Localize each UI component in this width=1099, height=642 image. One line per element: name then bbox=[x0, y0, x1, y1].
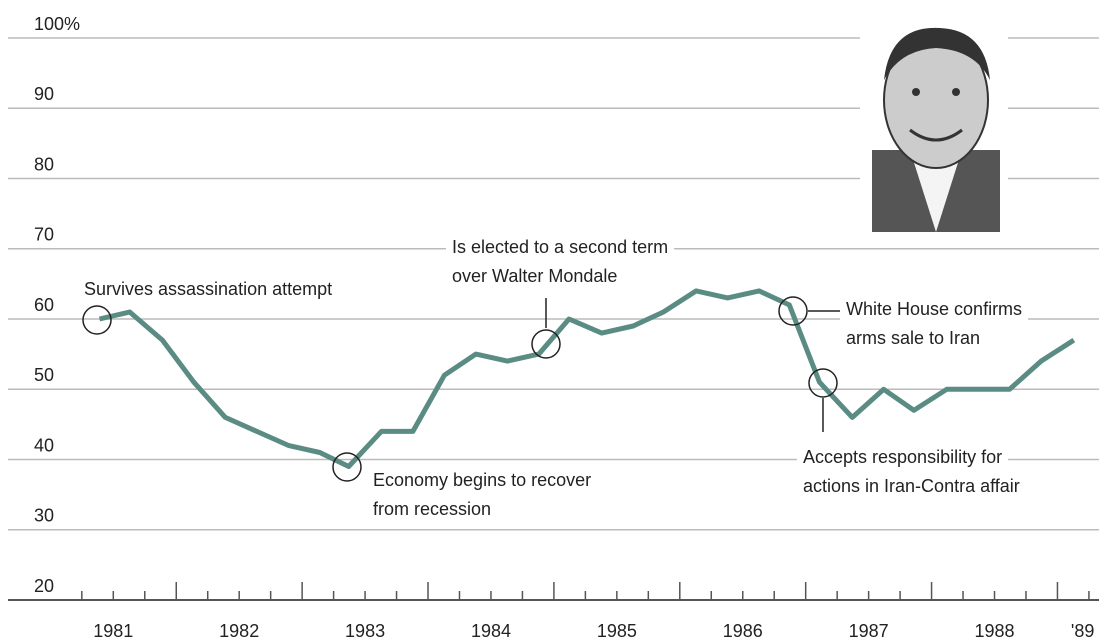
annotation-text: Survives assassination attempt bbox=[84, 279, 332, 299]
x-tick-label: '89 bbox=[1071, 621, 1094, 641]
annotation-bg bbox=[367, 498, 498, 522]
data-line bbox=[98, 288, 1076, 469]
x-tick-label: 1981 bbox=[93, 621, 133, 641]
y-tick-label: 20 bbox=[34, 576, 54, 596]
y-tick-label: 70 bbox=[34, 225, 54, 245]
y-tick-label: 100% bbox=[34, 14, 80, 34]
annotation-bg bbox=[446, 236, 675, 260]
annotation-text: Is elected to a second term bbox=[452, 237, 668, 257]
annotation-bg bbox=[367, 469, 598, 493]
portrait-eye bbox=[912, 88, 920, 96]
annotation-text: Accepts responsibility for bbox=[803, 447, 1002, 467]
x-tick-label: 1982 bbox=[219, 621, 259, 641]
portrait bbox=[860, 8, 1008, 234]
x-tick-label: 1986 bbox=[723, 621, 763, 641]
annotation-bg bbox=[446, 265, 624, 289]
portrait-eye bbox=[952, 88, 960, 96]
y-tick-label: 90 bbox=[34, 84, 54, 104]
annotation-text: Economy begins to recover bbox=[373, 470, 591, 490]
annotation-bg bbox=[78, 278, 339, 302]
x-tick-label: 1987 bbox=[849, 621, 889, 641]
plot: Survives assassination attempt Economy be… bbox=[78, 236, 1076, 522]
annotation-bg bbox=[840, 298, 1029, 322]
x-tick-label: 1984 bbox=[471, 621, 511, 641]
annotation-circle bbox=[808, 368, 838, 398]
y-tick-label: 80 bbox=[34, 154, 54, 174]
y-tick-label: 30 bbox=[34, 506, 54, 526]
annotation-bg bbox=[797, 475, 1026, 499]
annotation-circle bbox=[332, 452, 362, 482]
annotation-text: over Walter Mondale bbox=[452, 266, 617, 286]
annotation-bg bbox=[797, 446, 1009, 470]
x-tick-label: 1988 bbox=[974, 621, 1014, 641]
annotation-circle bbox=[531, 329, 561, 359]
y-tick-label: 60 bbox=[34, 295, 54, 315]
portrait-shirt bbox=[910, 150, 962, 232]
portrait-smile bbox=[909, 128, 963, 142]
y-tick-label: 40 bbox=[34, 435, 54, 455]
annotation-circle bbox=[82, 305, 112, 335]
x-tick-label: 1983 bbox=[345, 621, 385, 641]
y-tick-label: 50 bbox=[34, 365, 54, 385]
annotation-circle bbox=[778, 296, 808, 326]
annotation-bg bbox=[840, 327, 987, 351]
annotation-text: actions in Iran-Contra affair bbox=[803, 476, 1020, 496]
portrait-hair bbox=[884, 27, 990, 80]
annotation-text: White House confirms bbox=[846, 299, 1022, 319]
x-tick-label: 1985 bbox=[597, 621, 637, 641]
annotation-text: from recession bbox=[373, 499, 491, 519]
annotation-text: arms sale to Iran bbox=[846, 328, 980, 348]
